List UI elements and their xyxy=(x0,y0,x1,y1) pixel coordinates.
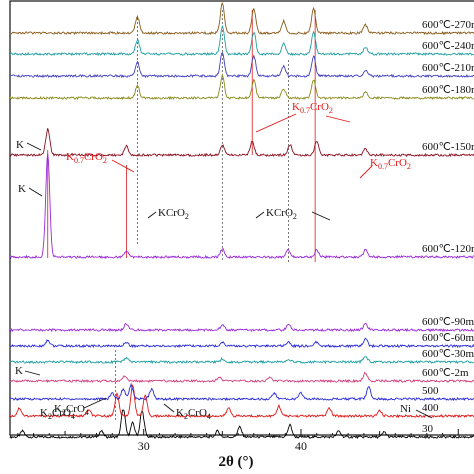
series-label-10: 600℃-210m xyxy=(422,62,474,74)
annotation-ni: Ni xyxy=(400,403,411,415)
series-line-6 xyxy=(9,322,474,333)
series-label-12: 600℃-270m xyxy=(422,19,474,31)
arrow-k07-right xyxy=(359,165,373,179)
arrow-k07-left xyxy=(111,159,135,173)
series-line-10 xyxy=(9,51,474,79)
series-label-2: 500 xyxy=(422,385,439,397)
annotation-kcro2-left: KCrO2 xyxy=(158,207,189,221)
annotation-k2cro4-c: K2CrO4 xyxy=(176,407,211,421)
curve-labels: 30 400 500 600℃-2m 600℃-30m 600℃-60m 600℃-90m 6… xyxy=(422,19,474,435)
annotation-k-low: K xyxy=(15,365,23,377)
series-line-5 xyxy=(9,337,474,349)
arrow-kcro2-right-a xyxy=(255,211,265,219)
arrow-k2cro4-a xyxy=(83,397,107,409)
series-label-6: 600℃-90m xyxy=(422,316,474,328)
arrow-kcro2-left xyxy=(147,211,157,219)
annotation-k-mid: K xyxy=(18,183,26,195)
x-axis-ticks: 30 40 xyxy=(17,429,459,453)
arrow-k-low xyxy=(24,370,41,376)
series-line-12 xyxy=(9,1,474,36)
annotations: K K K K0.7CrO2 K0.7CrO2 K0.7CrO2 KCrO2 K… xyxy=(15,101,433,421)
annotation-k07cro2-left: K0.7CrO2 xyxy=(66,151,107,165)
annotation-kcro2-right: KCrO2 xyxy=(266,207,297,221)
arrow-kcro2-right-b xyxy=(311,211,331,221)
arrow-k-mid xyxy=(28,187,43,197)
series-label-0: 30 xyxy=(422,423,434,435)
annotation-k07cro2-right: K0.7CrO2 xyxy=(370,157,411,171)
series-line-3 xyxy=(9,371,474,384)
series-line-0 xyxy=(9,409,474,440)
series-label-9: 600℃-180m xyxy=(422,84,474,96)
arrow-k07-mid-a xyxy=(255,113,297,133)
series-label-7: 600℃-120m xyxy=(422,243,474,255)
series-line-2 xyxy=(10,382,474,402)
arrow-ni xyxy=(415,409,433,419)
series-line-4 xyxy=(9,356,474,365)
diffraction-curves xyxy=(9,1,474,440)
arrow-k-upper xyxy=(26,142,42,151)
annotation-k2cro4-a: K2CrO4 xyxy=(40,407,75,421)
x-axis-title: 2θ (°) xyxy=(218,454,253,470)
arrow-k07-mid-b xyxy=(325,115,351,123)
series-label-5: 600℃-60m xyxy=(422,332,474,344)
series-line-8 xyxy=(9,128,474,158)
series-label-1: 400 xyxy=(422,402,439,414)
annotation-k2cro4-b: K2CrO4 xyxy=(54,403,89,417)
series-label-4: 600℃-30m xyxy=(422,348,474,360)
plot-frame xyxy=(9,0,474,436)
annotation-k07cro2-mid: K0.7CrO2 xyxy=(292,101,333,115)
series-line-11 xyxy=(9,24,474,57)
x-tick-label-40: 40 xyxy=(295,439,307,453)
series-line-1 xyxy=(9,384,474,419)
arrow-k2cro4-c xyxy=(163,403,175,413)
series-line-7 xyxy=(9,153,474,260)
series-label-3: 600℃-2m xyxy=(422,367,469,379)
series-label-8: 600℃-150m xyxy=(422,141,474,153)
series-line-9 xyxy=(9,73,474,101)
x-tick-label-30: 30 xyxy=(138,439,150,453)
series-label-11: 600℃-240m xyxy=(422,40,474,52)
annotation-k-upper: K xyxy=(16,139,24,151)
